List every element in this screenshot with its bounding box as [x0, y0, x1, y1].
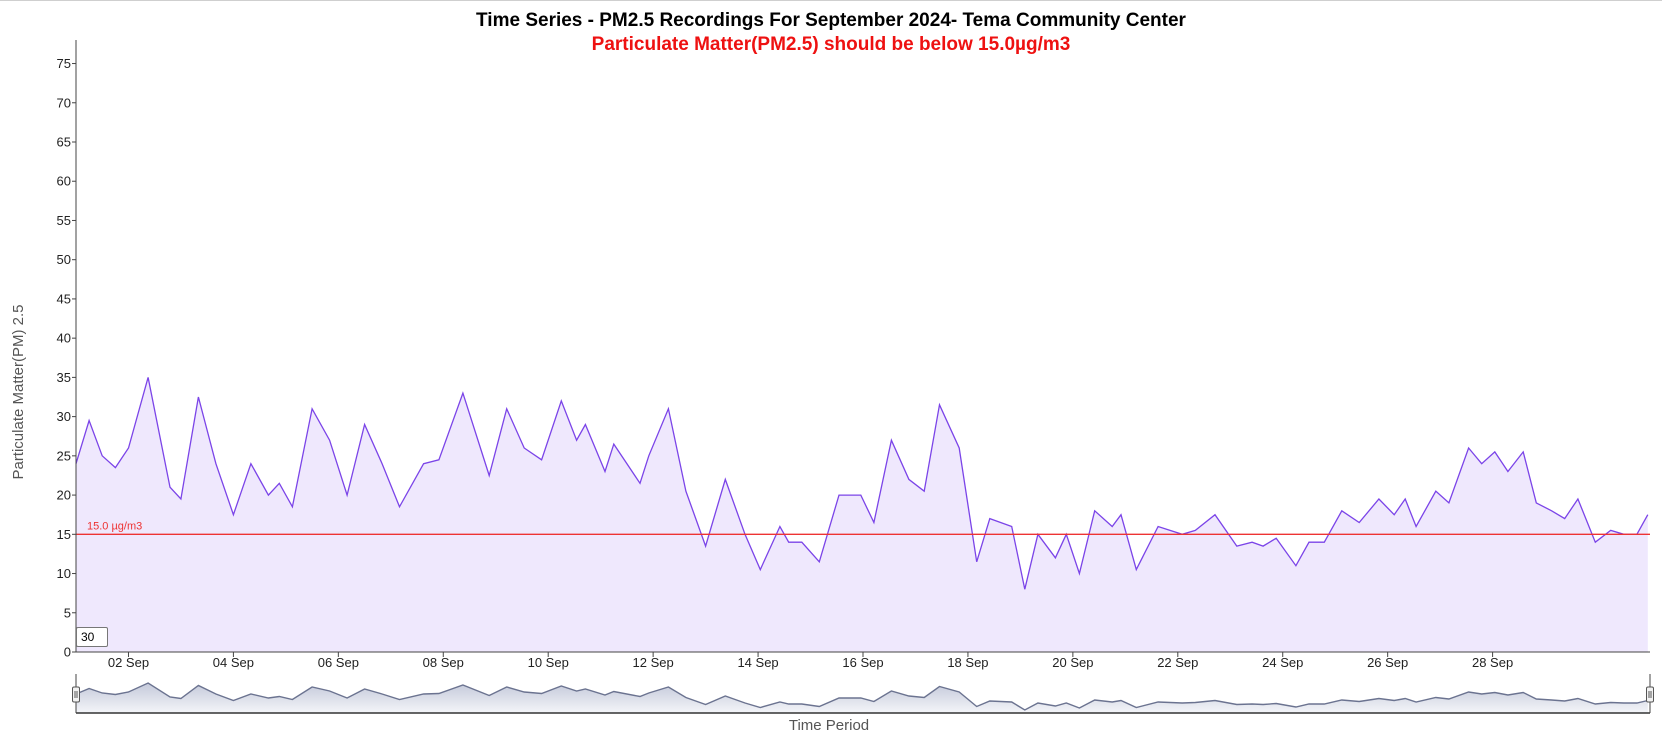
x-tick-label: 20 Sep: [1052, 655, 1093, 670]
navigator-left-handle[interactable]: [72, 686, 80, 703]
y-tick-label: 65: [57, 135, 71, 150]
y-tick-label: 70: [57, 95, 71, 110]
y-tick-label: 55: [57, 213, 71, 228]
y-tick-label: 0: [64, 645, 71, 660]
y-tick-label: 5: [64, 605, 71, 620]
y-tick-label: 35: [57, 370, 71, 385]
x-tick-label: 08 Sep: [423, 655, 464, 670]
navigator-right-handle[interactable]: [1646, 686, 1654, 703]
y-tick-label: 75: [57, 56, 71, 71]
x-tick-label: 14 Sep: [737, 655, 778, 670]
x-tick-label: 22 Sep: [1157, 655, 1198, 670]
period-input[interactable]: [76, 627, 108, 647]
x-tick-label: 16 Sep: [842, 655, 883, 670]
x-tick-label: 10 Sep: [528, 655, 569, 670]
series-line: [75, 377, 1649, 590]
chart-title: Time Series - PM2.5 Recordings For Septe…: [476, 10, 1186, 31]
y-tick-label: 40: [57, 331, 71, 346]
x-tick-label: 06 Sep: [318, 655, 359, 670]
series-area: [76, 377, 1648, 652]
y-tick-label: 25: [57, 448, 71, 463]
navigator-area: [76, 683, 1648, 713]
y-tick-label: 50: [57, 252, 71, 267]
navigator-line: [75, 682, 1648, 711]
chart-subtitle: Particulate Matter(PM2.5) should be belo…: [591, 34, 1071, 55]
top-rule: [0, 0, 1662, 1]
y-tick-label: 30: [57, 409, 71, 424]
x-tick-label: 04 Sep: [213, 655, 254, 670]
y-tick-label: 45: [57, 291, 71, 306]
y-axis-title: Particulate Matter(PM) 2.5: [10, 304, 27, 479]
x-tick-label: 26 Sep: [1367, 655, 1408, 670]
y-tick-label: 10: [57, 566, 71, 581]
x-tick-label: 28 Sep: [1472, 655, 1513, 670]
y-tick-label: 20: [57, 488, 71, 503]
threshold-label: 15.0 µg/m3: [87, 520, 142, 532]
y-tick-label: 15: [57, 527, 71, 542]
y-tick-label: 60: [57, 174, 71, 189]
x-tick-label: 12 Sep: [633, 655, 674, 670]
x-tick-label: 24 Sep: [1262, 655, 1303, 670]
x-axis-title: Time Period: [789, 717, 869, 734]
x-tick-label: 18 Sep: [947, 655, 988, 670]
x-tick-label: 02 Sep: [108, 655, 149, 670]
